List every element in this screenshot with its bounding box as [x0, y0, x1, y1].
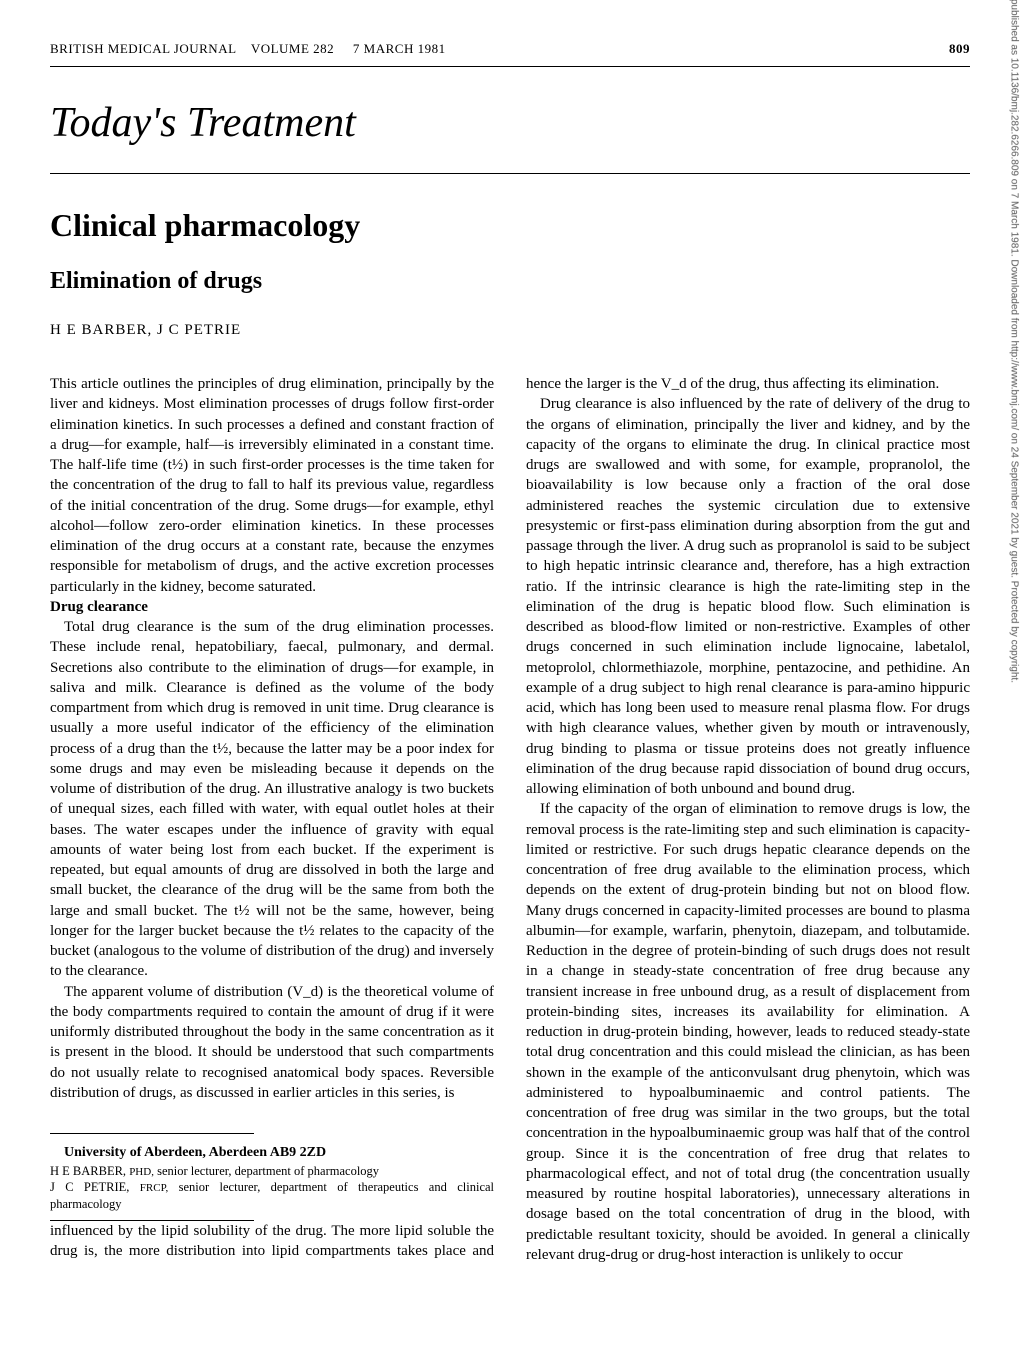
body-columns: This article outlines the principles of … [50, 374, 970, 1265]
running-header: BRITISH MEDICAL JOURNAL VOLUME 282 7 MAR… [50, 40, 970, 58]
header-left: BRITISH MEDICAL JOURNAL VOLUME 282 7 MAR… [50, 40, 446, 58]
affil-1-credential: PHD, [129, 1166, 154, 1178]
copyright-sidebar: Br Med J (Clin Res Ed): first published … [1007, 0, 1020, 683]
affiliation-title: University of Aberdeen, Aberdeen AB9 2ZD [50, 1144, 494, 1163]
header-journal: BRITISH MEDICAL JOURNAL [50, 41, 236, 56]
intro-paragraph: This article outlines the principles of … [50, 374, 494, 597]
header-date: 7 MARCH 1981 [353, 41, 446, 56]
header-page-number: 809 [949, 40, 970, 58]
subsection-title: Elimination of drugs [50, 265, 970, 297]
affil-top-rule [50, 1133, 254, 1134]
affiliation-line-2: J C PETRIE, FRCP, senior lecturer, depar… [50, 1179, 494, 1212]
affil-2-credential: FRCP, [140, 1182, 168, 1194]
heading-drug-clearance: Drug clearance [50, 597, 494, 617]
affil-1-role: senior lecturer, department of pharmacol… [154, 1164, 379, 1178]
affiliation-block: University of Aberdeen, Aberdeen AB9 2ZD… [50, 1133, 494, 1221]
section-title: Clinical pharmacology [50, 204, 970, 247]
col2-paragraph-2: Drug clearance is also influenced by the… [526, 394, 970, 799]
clearance-paragraph-2: The apparent volume of distribution (V_d… [50, 982, 494, 1104]
affiliation-line-1: H E BARBER, PHD, senior lecturer, depart… [50, 1163, 494, 1179]
affil-1-name: H E BARBER, [50, 1164, 129, 1178]
col2-paragraph-3: If the capacity of the organ of eliminat… [526, 799, 970, 1265]
author-line: H E BARBER, J C PETRIE [50, 320, 970, 340]
clearance-paragraph-1: Total drug clearance is the sum of the d… [50, 617, 494, 982]
top-rule [50, 66, 970, 67]
affil-2-name: J C PETRIE, [50, 1180, 140, 1194]
document-title: Today's Treatment [50, 95, 970, 152]
header-volume: VOLUME 282 [251, 41, 334, 56]
title-rule [50, 173, 970, 174]
